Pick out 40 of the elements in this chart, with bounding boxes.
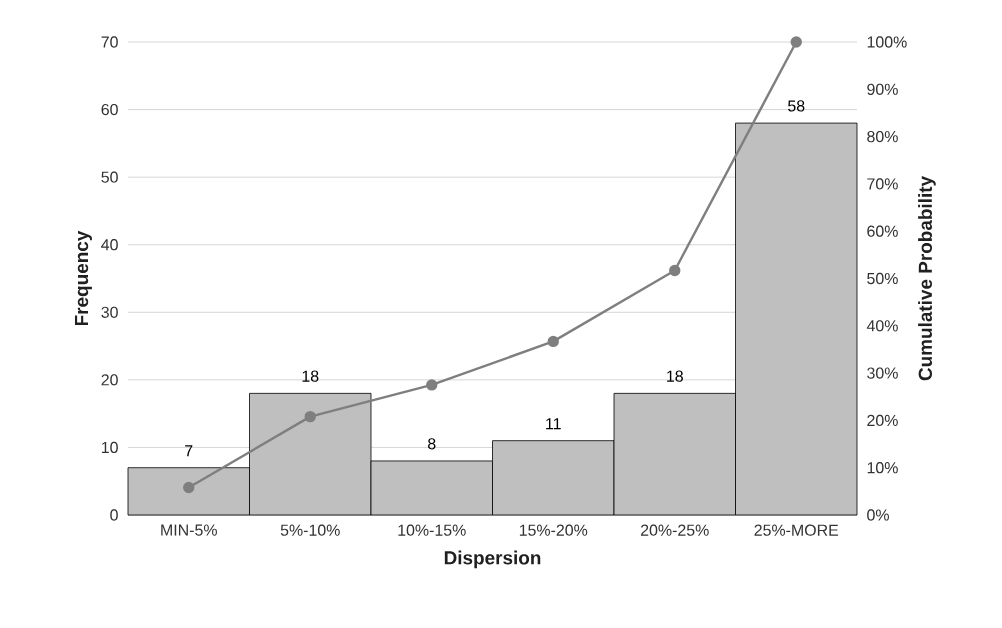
data-label: 8 [428,438,436,450]
y2-tick-label: 10% [867,462,898,474]
y-tick-label: 0 [110,509,118,521]
y-tick-label: 40 [101,239,118,251]
y-tick-label: 30 [101,306,118,318]
x-axis-title: Dispersion [444,550,541,569]
y-tick-label: 70 [101,36,118,48]
x-tick-label: 15%-20% [519,524,588,536]
x-tick-label: 5%-10% [280,524,340,536]
data-label: 58 [788,100,805,112]
y2-tick-label: 40% [866,320,898,332]
y-tick-label: 50 [101,171,118,183]
point [304,410,316,423]
point [547,335,559,348]
point [426,379,438,391]
y-axis-title: Frequency [74,230,92,326]
y2-tick-label: 100% [867,36,907,48]
y2-tick-label: 60% [867,225,898,237]
y2-tick-label: 80% [867,130,898,143]
y2-axis-title: Cumulative Probability [918,176,936,381]
y2-tick-label: 30% [867,367,898,379]
point [183,481,195,494]
y-tick-label: 10 [101,441,118,454]
x-tick-label: MIN-5% [161,524,217,536]
y2-tick-label: 70% [867,178,898,190]
point [790,36,802,48]
x-tick-label: 10%-15% [398,524,466,536]
point [669,264,681,277]
data-label: 18 [302,370,319,382]
data-label: 7 [185,445,193,457]
y2-tick-label: 90% [867,83,898,95]
y-tick-label: 20 [101,374,118,386]
x-tick-label: 20%-25% [640,524,709,536]
y2-tick-label: 20% [867,414,898,427]
data-label: 11 [546,418,561,430]
x-tick-label: 25%-MORE [754,524,839,536]
data-label: 18 [667,370,683,382]
y-tick-label: 60 [101,103,118,116]
y2-tick-label: 0% [867,509,889,521]
y2-tick-label: 50% [867,272,898,285]
